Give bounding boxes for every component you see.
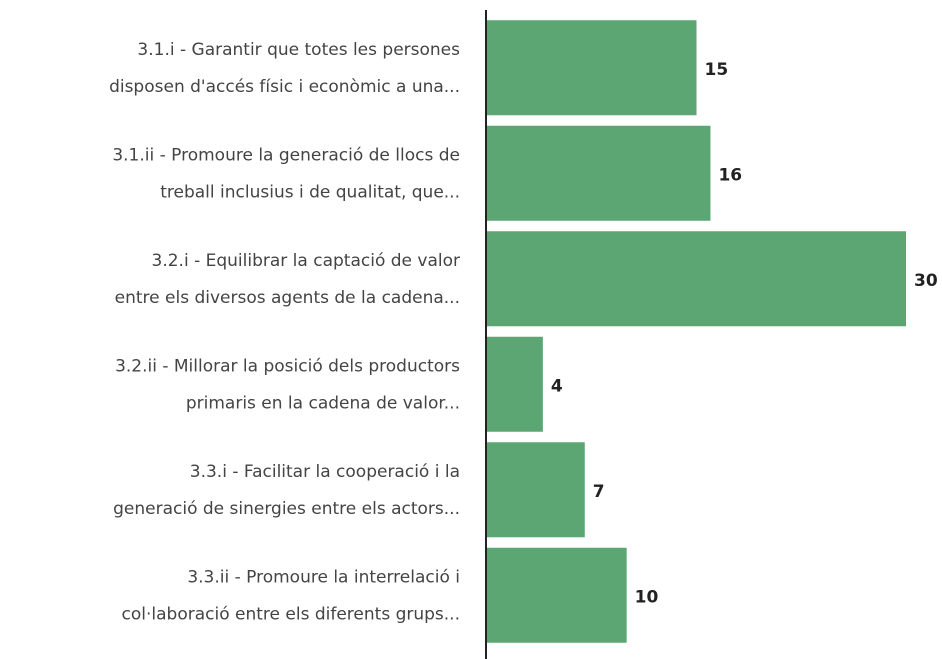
category-label: 3.3.ii - Promoure la interrelació i (187, 567, 460, 587)
category-label: primaris en la cadena de valor... (186, 393, 460, 413)
category-label: 3.3.i - Facilitar la cooperació i la (190, 462, 460, 482)
value-label: 16 (718, 165, 742, 185)
bar (487, 20, 697, 116)
value-label: 10 (635, 587, 659, 607)
value-label: 7 (593, 482, 605, 502)
category-label: entre els diversos agents de la cadena..… (115, 288, 460, 308)
category-label: 3.1.ii - Promoure la generació de llocs … (112, 145, 460, 165)
bar (487, 125, 711, 221)
category-label: col·laboració entre els diferents grups.… (122, 604, 460, 624)
value-label: 15 (705, 60, 729, 80)
category-label: 3.2.i - Equilibrar la captació de valor (152, 251, 460, 271)
category-label: 3.1.i - Garantir que totes les persones (137, 40, 460, 60)
bar (487, 336, 543, 432)
value-label: 30 (914, 271, 938, 291)
category-label: disposen d'accés físic i econòmic a una.… (109, 77, 460, 97)
value-label: 4 (551, 376, 563, 396)
category-label: 3.2.ii - Millorar la posició dels produc… (115, 356, 460, 376)
category-label: generació de sinergies entre els actors.… (113, 499, 460, 519)
category-label: treball inclusius i de qualitat, que... (160, 182, 460, 202)
bar (487, 442, 585, 538)
bar (487, 231, 906, 327)
bar (487, 547, 627, 643)
